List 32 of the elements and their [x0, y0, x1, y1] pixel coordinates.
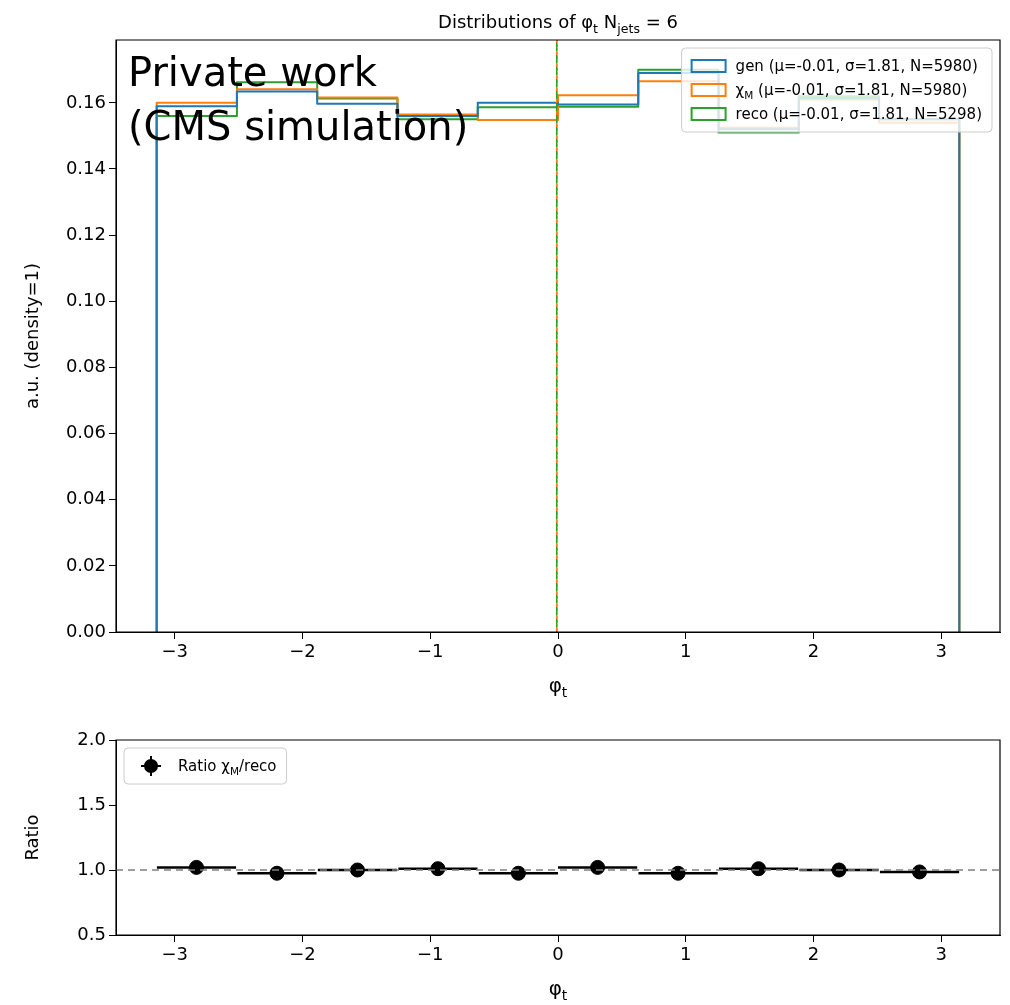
x-tick-label: −1: [416, 640, 444, 662]
y-tick-label: 0.5: [77, 922, 106, 944]
y-tick-label: 0.12: [65, 222, 106, 244]
x-tick-label: −3: [161, 640, 189, 662]
y-tick-label: 0.10: [65, 288, 106, 310]
x-tick-label: 1: [680, 943, 692, 965]
x-tick-label: 1: [680, 640, 692, 662]
y-tick-label: 0.08: [65, 355, 106, 377]
y-axis-title: Ratio: [21, 814, 42, 861]
y-tick-label: 0.00: [65, 619, 106, 641]
x-tick-label: −2: [289, 640, 316, 662]
legend-label: gen (μ=-0.01, σ=1.81, N=5980): [735, 57, 978, 75]
x-tick-label: 0: [552, 943, 564, 965]
y-axis-title: a.u. (density=1): [21, 262, 42, 410]
annotation: Private work: [128, 49, 378, 95]
y-tick-label: 0.14: [65, 156, 106, 178]
y-tick-label: 2.0: [77, 727, 106, 749]
x-tick-label: −2: [289, 943, 316, 965]
y-tick-label: 0.04: [65, 487, 106, 509]
x-tick-label: 2: [807, 640, 820, 662]
x-tick-label: −1: [416, 943, 444, 965]
x-tick-label: 0: [552, 640, 564, 662]
x-tick-label: 3: [935, 640, 947, 662]
x-tick-label: −3: [161, 943, 189, 965]
x-tick-label: 3: [935, 943, 947, 965]
y-tick-label: 0.02: [65, 553, 106, 575]
legend-label: reco (μ=-0.01, σ=1.81, N=5298): [735, 105, 983, 123]
y-tick-label: 1.5: [77, 792, 106, 814]
y-tick-label: 0.16: [65, 90, 106, 112]
y-tick-label: 0.06: [65, 421, 106, 443]
y-tick-label: 1.0: [77, 857, 106, 879]
x-tick-label: 2: [807, 943, 820, 965]
